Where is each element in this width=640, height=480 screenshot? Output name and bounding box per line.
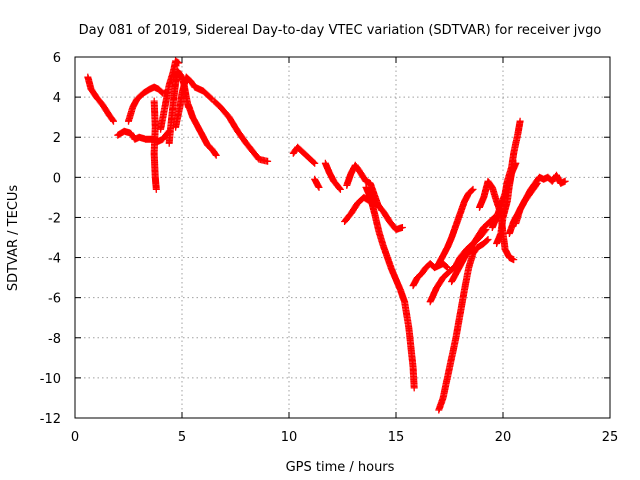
series-10-markers [289,143,319,167]
series-20-markers [435,185,477,268]
series-23-markers [493,159,520,247]
series-2-markers [114,127,173,145]
series-19 [448,213,498,286]
x-axis-label: GPS time / hours [286,460,395,475]
y-tick-label: 2 [53,131,61,146]
x-tick-label: 15 [388,430,405,445]
y-tick-label: 0 [53,171,61,186]
y-tick-label: -4 [48,252,61,267]
series-12 [321,159,344,193]
series-8-markers [184,101,220,159]
y-tick-label: -2 [48,211,61,226]
series-19-markers [448,213,498,286]
series-2 [114,127,173,145]
series-20 [435,185,477,268]
series-4-markers [150,97,160,193]
series-23 [493,159,520,247]
axis-ticks [74,56,611,419]
y-tick-label: -8 [48,332,61,347]
y-tick-label: -10 [40,372,61,387]
series-7 [172,73,216,131]
series-15 [362,183,418,392]
series-25 [512,179,541,227]
series-4 [150,97,160,193]
x-tick-label: 25 [602,430,619,445]
series-12-markers [321,159,344,193]
y-tick-label: -12 [40,412,61,427]
series-3 [125,83,171,125]
x-tick-label: 10 [281,430,298,445]
x-tick-label: 5 [178,430,186,445]
series-10 [289,143,319,167]
series-1 [84,73,117,125]
series-15-markers [362,183,418,392]
tick-labels: 0 5 10 15 20 25 -12 -10 -8 -6 -4 -2 0 2 4 6 [40,51,619,445]
y-tick-label: 6 [53,51,61,66]
plot-frame [74,56,611,419]
series-5-markers [157,57,183,133]
chart-title: Day 081 of 2019, Sidereal Day-to-day VTE… [79,23,602,38]
y-tick-label: -6 [48,292,61,307]
y-tick-label: 4 [53,91,61,106]
series-7-markers [172,73,216,131]
series-9-markers [210,97,272,165]
series-18 [435,236,492,414]
series-11 [311,175,323,191]
x-tick-label: 0 [71,430,79,445]
data-series [84,57,569,414]
series-18-markers [435,236,492,414]
series-8 [184,101,220,159]
series-25-markers [512,179,541,227]
series-9 [210,97,272,165]
series-5 [157,57,183,133]
series-3-markers [125,83,171,125]
x-tick-label: 20 [495,430,512,445]
series-1-markers [84,73,117,125]
series-11-markers [311,175,323,191]
y-axis-label: SDTVAR / TECUs [6,185,21,292]
